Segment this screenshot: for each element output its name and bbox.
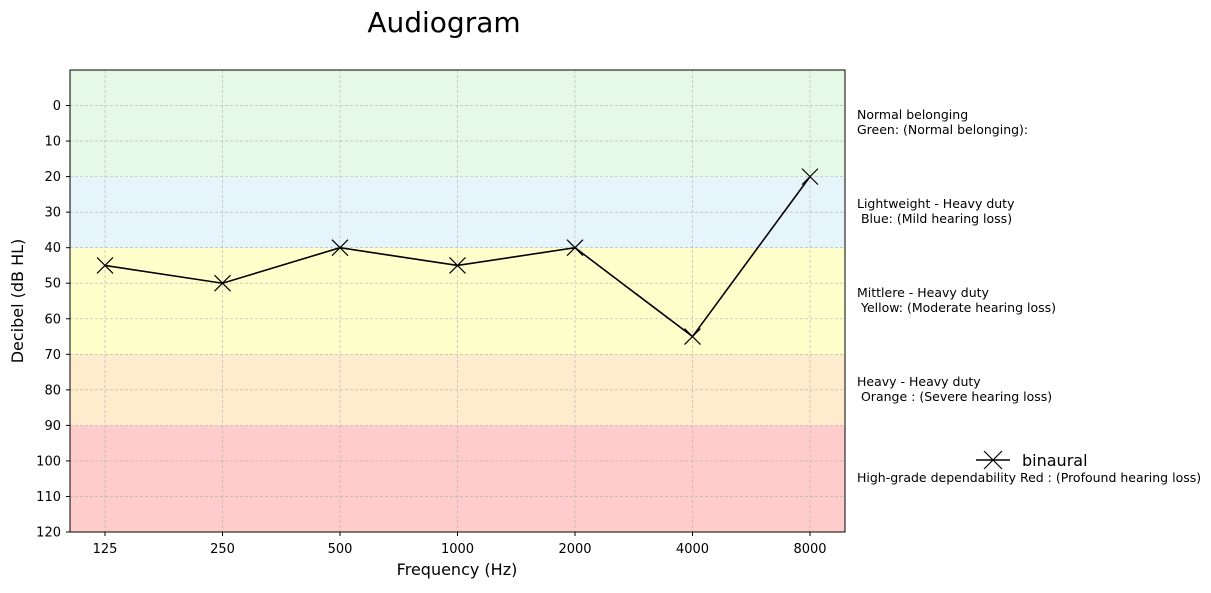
x-tick-label: 1000 [441,542,474,557]
y-axis-label: Decibel (dB HL) [8,239,27,364]
band-label-line: Normal belonging [857,107,968,122]
y-tick-label: 0 [53,99,61,114]
y-tick-label: 40 [44,241,61,256]
band-label-line: Yellow: (Moderate hearing loss) [857,300,1056,315]
band-label: Heavy - Heavy duty Orange : (Severe hear… [857,374,1052,404]
band-label-line: Lightweight - Heavy duty [857,196,1015,211]
legend-label: binaural [1022,451,1088,470]
data-point-x-marker [96,257,114,274]
data-point-x-marker [801,168,819,186]
y-tick-label: 110 [36,490,61,505]
data-point-x-marker [566,239,584,257]
chart-title: Audiogram [367,6,520,39]
x-tick-label: 500 [328,542,353,557]
data-point-x-marker [684,328,701,345]
band-label: High-grade dependability Red : (Profound… [857,470,1201,485]
x-tick-label: 250 [210,542,235,557]
x-tick-label: 2000 [558,542,591,557]
y-tick-label: 80 [44,383,61,398]
band-label: Normal belonging Green: (Normal belonging… [857,107,1028,137]
y-tick-label: 100 [36,454,61,469]
data-series [96,168,819,345]
legend-x-marker [983,450,1003,470]
x-tick-label: 8000 [793,542,826,557]
x-tick-label: 4000 [676,542,709,557]
data-point-x-marker [214,274,231,292]
y-tick-label: 60 [44,312,61,327]
data-point-x-marker [331,239,349,257]
y-tick-label: 10 [44,135,61,150]
y-tick-label: 120 [36,526,61,541]
band-label-line: Heavy - Heavy duty [857,374,981,389]
data-point-x-marker [449,257,466,274]
x-axis-label: Frequency (Hz) [397,560,518,579]
y-tick-label: 90 [44,419,61,434]
grid-lines [70,70,845,533]
band-rect [70,425,845,532]
band-label-line: Blue: (Mild hearing loss) [857,211,1012,226]
band-label-line: Mittlere - Heavy duty [857,285,990,300]
x-tick-label: 125 [93,542,118,557]
band-label: Mittlere - Heavy duty Yellow: (Moderate … [857,285,1056,315]
axis-ticks: 0 10 20 30 40 50 60 70 80 90 100 110 120 125 250 500 100… [36,99,826,557]
band-label: Lightweight - Heavy duty Blue: (Mild hea… [857,196,1015,226]
band-label-line: Green: (Normal belonging): [857,122,1028,137]
y-tick-label: 20 [44,170,61,185]
band-labels: Normal belonging Green: (Normal belonging… [857,107,1201,485]
band-label-line: High-grade dependability Red : (Profound… [857,470,1201,485]
y-tick-label: 70 [44,348,61,363]
band-label-line: Orange : (Severe hearing loss) [857,389,1052,404]
y-tick-label: 30 [44,206,61,221]
legend: binaural [976,450,1088,470]
y-tick-label: 50 [44,277,61,292]
